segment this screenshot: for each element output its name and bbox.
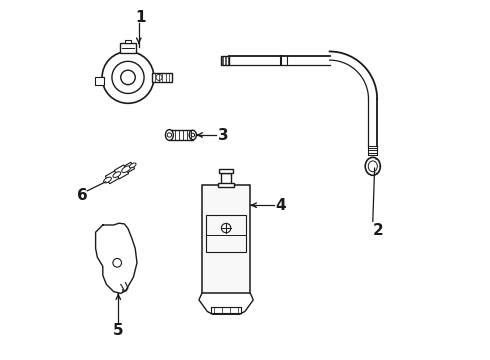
Bar xyxy=(152,73,172,82)
Bar xyxy=(221,56,229,65)
Text: 4: 4 xyxy=(276,198,286,213)
Bar xyxy=(206,215,246,252)
Ellipse shape xyxy=(122,166,131,172)
Ellipse shape xyxy=(129,163,136,168)
Text: 6: 6 xyxy=(77,188,88,203)
Bar xyxy=(221,173,231,185)
Ellipse shape xyxy=(166,130,173,140)
Bar xyxy=(120,43,136,53)
Text: 2: 2 xyxy=(373,223,384,238)
Bar xyxy=(218,183,234,187)
Polygon shape xyxy=(114,165,129,179)
Polygon shape xyxy=(105,171,119,184)
Bar xyxy=(219,169,233,173)
Ellipse shape xyxy=(103,177,111,183)
Ellipse shape xyxy=(189,130,196,140)
Bar xyxy=(170,130,193,140)
Ellipse shape xyxy=(365,157,380,175)
Text: 1: 1 xyxy=(135,10,146,26)
Ellipse shape xyxy=(113,172,121,177)
Bar xyxy=(125,40,131,43)
Text: 5: 5 xyxy=(113,323,123,338)
Bar xyxy=(95,77,104,85)
Bar xyxy=(202,185,250,293)
Text: 3: 3 xyxy=(218,127,229,143)
Polygon shape xyxy=(124,162,135,172)
